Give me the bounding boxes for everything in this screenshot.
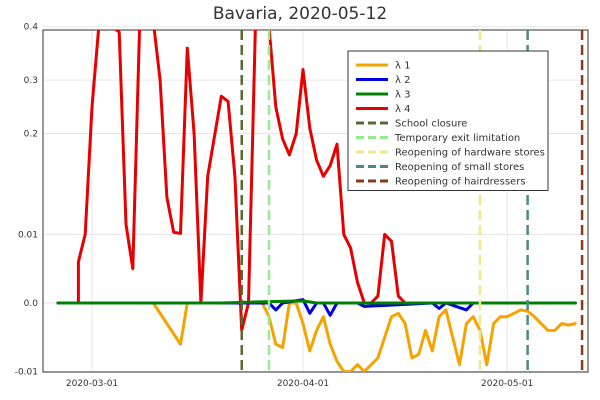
tick-labels: 2020-03-01 2020-04-01 2020-05-01 -0.01 0.0 0.… (15, 23, 534, 389)
y-tick-label: 0.4 (24, 23, 39, 33)
legend-label: λ 2 (395, 75, 410, 86)
y-tick-label: 0.01 (18, 230, 38, 240)
legend-label: Reopening of hairdressers (395, 177, 526, 188)
y-tick-label: -0.01 (15, 368, 38, 378)
y-tick-label: 0.2 (24, 130, 38, 140)
chart-title: Bavaria, 2020-05-12 (213, 4, 387, 24)
axes (42, 29, 589, 373)
legend-label: Reopening of small stores (395, 162, 524, 173)
series-line-lambda-1 (56, 301, 577, 372)
x-tick-label: 2020-04-01 (277, 379, 329, 389)
legend-label: Temporary exit limitation (394, 133, 520, 144)
legend-label: λ 4 (395, 104, 410, 115)
event-lines (240, 30, 584, 372)
plot-frame (42, 29, 589, 373)
x-tick-label: 2020-05-01 (481, 379, 533, 389)
legend: λ 1 λ 2 λ 3 λ 4 School closure Temporary exit… (347, 50, 549, 191)
legend-label: λ 3 (395, 90, 410, 101)
legend-label: λ 1 (395, 61, 410, 72)
series-line-lambda-3 (56, 299, 577, 305)
y-tick-label: 0.3 (24, 76, 38, 86)
x-tick-label: 2020-03-01 (66, 379, 118, 389)
legend-label: Reopening of hardware stores (395, 148, 545, 159)
y-tick-label: 0.0 (24, 299, 39, 309)
legend-label: School closure (395, 119, 467, 130)
